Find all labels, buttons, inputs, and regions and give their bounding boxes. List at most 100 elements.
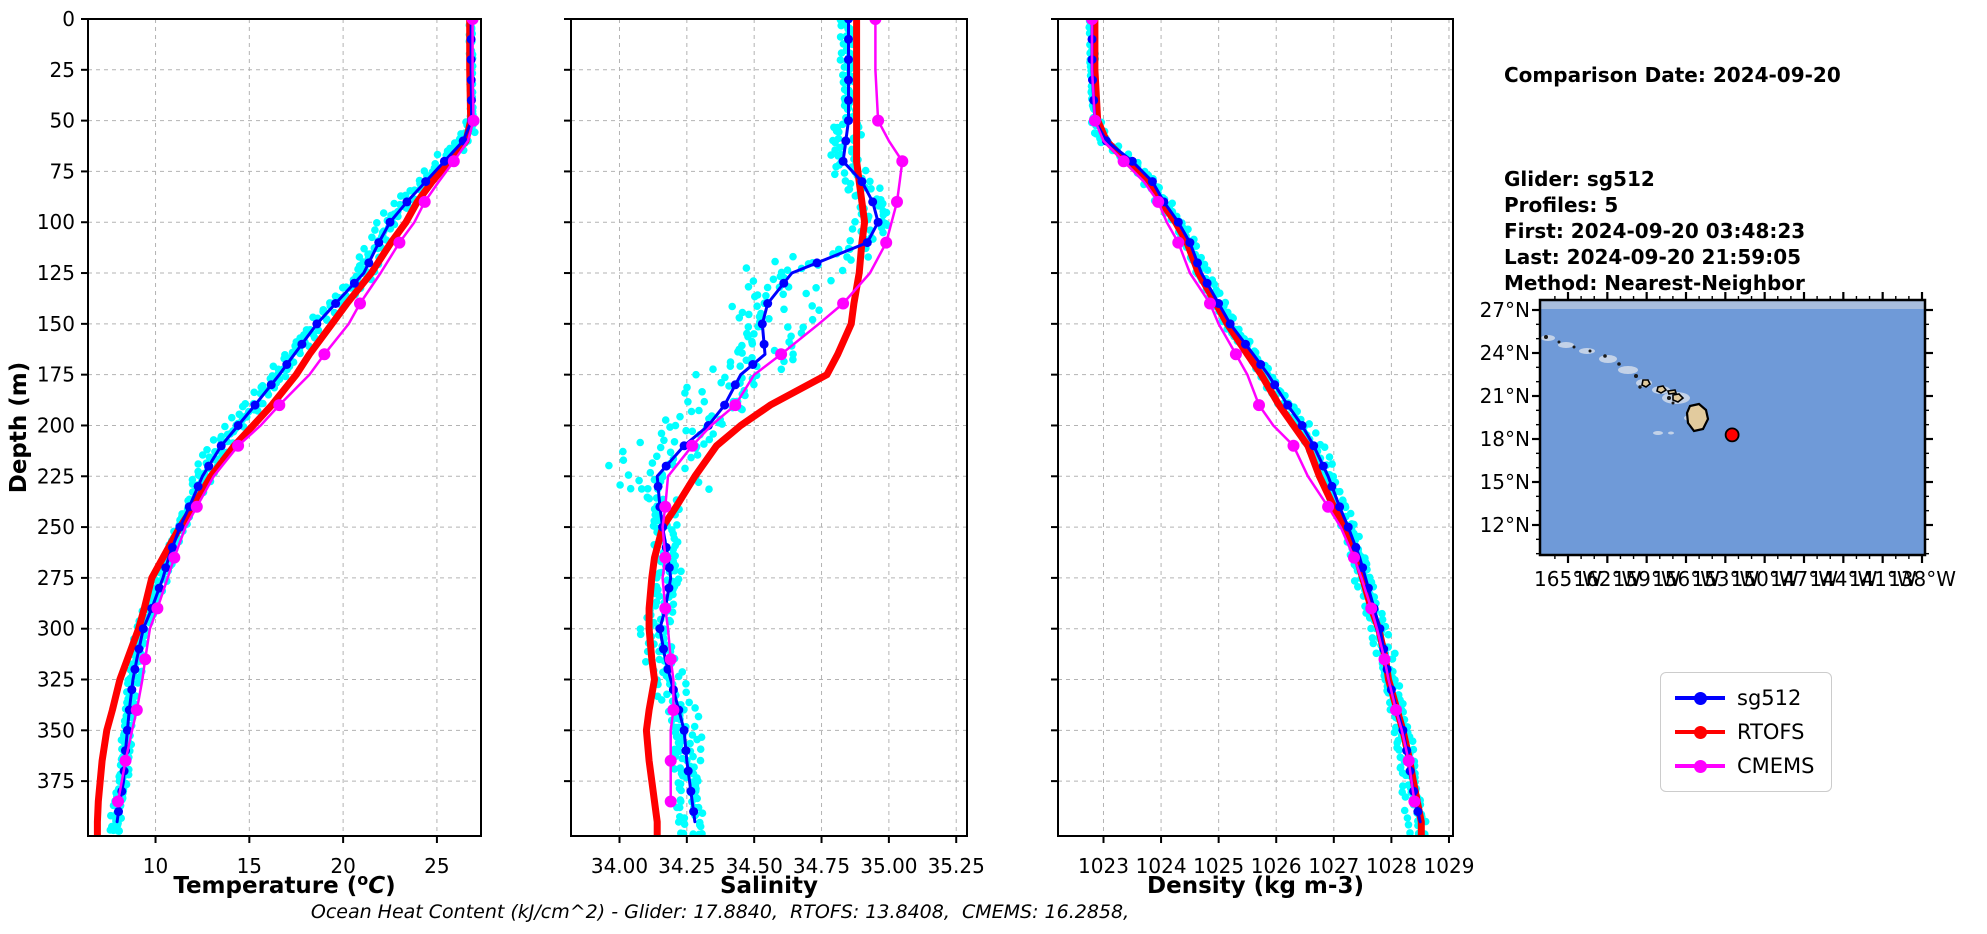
- x-tick-label: 34.00: [591, 854, 648, 878]
- lon-label: 138°W: [1888, 567, 1956, 591]
- island-maui: [1672, 393, 1685, 403]
- lon-label: 144°W: [1809, 567, 1878, 591]
- x-tick-labels: 34.00 34.25 34.50 34.75 35.00 35.25: [591, 854, 985, 878]
- legend-line-marker-icon: [1675, 691, 1725, 705]
- lon-label: 150°W: [1730, 567, 1799, 591]
- x-tick-label: 34.50: [726, 854, 783, 878]
- lon-label: 147°W: [1770, 567, 1838, 591]
- shelf-patch: [1668, 431, 1674, 435]
- glider-position-marker: [1724, 427, 1740, 443]
- lat-label: 27°N: [1479, 298, 1530, 322]
- hawaii-map: [1532, 292, 1933, 563]
- lat-label: 24°N: [1479, 341, 1530, 365]
- islet: [1572, 345, 1576, 349]
- info-line: Profiles: 5: [1504, 193, 1619, 217]
- legend: sg512 RTOFS CMEMS: [1660, 672, 1832, 792]
- x-tick-label: 1025: [1193, 854, 1244, 878]
- lon-label: 153°W: [1691, 567, 1760, 591]
- island-niihau: [1638, 385, 1642, 389]
- shelf-patch: [1541, 335, 1555, 341]
- islet: [1634, 374, 1638, 378]
- island-kahoolawe: [1671, 401, 1675, 405]
- depth-tick-label: 350: [37, 718, 75, 742]
- shelf-patch: [1653, 431, 1663, 435]
- legend-item-cmems: CMEMS: [1675, 749, 1831, 783]
- legend-label: CMEMS: [1737, 754, 1815, 778]
- shelf-patch: [1579, 348, 1595, 354]
- x-axis-label: Salinity: [720, 873, 818, 899]
- depth-tick-label: 175: [37, 363, 75, 387]
- depth-tick-label: 375: [37, 769, 75, 793]
- map-minor-ticks: [1536, 296, 1929, 559]
- island-hawaii-big-island: [1685, 402, 1710, 433]
- depth-tick-label: 225: [37, 464, 75, 488]
- legend-line-marker-icon: [1675, 725, 1725, 739]
- depth-tick-label: 300: [37, 617, 75, 641]
- depth-tick-label: 150: [37, 312, 75, 336]
- info-line: Method: Nearest-Neighbor: [1504, 271, 1805, 295]
- depth-axis-label: Depth (m): [6, 362, 32, 494]
- axis-ticks: [564, 18, 958, 843]
- ohc-caption: Ocean Heat Content (kJ/cm^2) - Glider: 1…: [310, 901, 1130, 923]
- axis-ticks: [81, 18, 438, 843]
- depth-tick-label: 125: [37, 261, 75, 285]
- info-lines: Glider: sg512 Profiles: 5 First: 2024-09-2…: [1504, 166, 1841, 296]
- islet: [1557, 340, 1561, 344]
- plot-salinity: 34.00 34.25 34.50 34.75 35.00 35.25 Salinity: [564, 18, 985, 899]
- info-line: Glider: sg512: [1504, 167, 1655, 191]
- north-band: [1540, 300, 1925, 309]
- shelf-patch: [1558, 342, 1574, 348]
- map-frame: [1538, 298, 1927, 557]
- depth-tick-labels: 0 25 50 75 100 125 150 175 200 225 250 275 300 325 350…: [37, 7, 75, 793]
- legend-label: RTOFS: [1737, 720, 1805, 744]
- depth-tick-label: 275: [37, 566, 75, 590]
- lon-label: 165°W: [1534, 567, 1602, 591]
- islet: [1588, 349, 1592, 353]
- x-tick-label: 34.75: [793, 854, 850, 878]
- x-tick-label: 1029: [1424, 854, 1475, 878]
- islet: [1603, 354, 1607, 358]
- depth-tick-label: 50: [50, 109, 75, 133]
- depth-tick-label: 325: [37, 668, 75, 692]
- depth-tick-label: 200: [37, 413, 75, 437]
- x-tick-label: 10: [143, 854, 168, 878]
- x-tick-label: 1023: [1078, 854, 1129, 878]
- info-panel: Comparison Date: 2024-09-20 Glider: sg51…: [1504, 10, 1841, 348]
- x-tick-label: 15: [237, 854, 262, 878]
- island-oahu: [1656, 385, 1668, 394]
- plot-frame: [1057, 18, 1454, 837]
- plot-frame: [570, 18, 968, 837]
- x-tick-label: 25: [424, 854, 449, 878]
- x-tick-labels: 1023 1024 1025 1026 1027 1028 1029: [1078, 854, 1474, 878]
- legend-line-marker-icon: [1675, 759, 1725, 773]
- lon-label: 162°W: [1573, 567, 1642, 591]
- legend-item-sg512: sg512: [1675, 681, 1831, 715]
- x-tick-labels: 10 15 20 25: [143, 854, 450, 878]
- cmems-series: [1086, 19, 1421, 808]
- island-molokai: [1666, 389, 1678, 395]
- depth-tick-label: 0: [62, 7, 75, 31]
- legend-item-rtofs: RTOFS: [1675, 715, 1831, 749]
- plot-area: [88, 19, 481, 836]
- lat-label: 12°N: [1479, 513, 1530, 537]
- depth-tick-label: 100: [37, 210, 75, 234]
- x-tick-label: 1026: [1251, 854, 1302, 878]
- islet: [1617, 362, 1621, 366]
- x-tick-label: 1027: [1308, 854, 1359, 878]
- lat-label: 18°N: [1479, 427, 1530, 451]
- lon-label: 156°W: [1652, 567, 1720, 591]
- x-axis-label: Density (kg m-3): [1147, 873, 1364, 899]
- island-kauai: [1641, 379, 1652, 388]
- lat-label: 21°N: [1479, 384, 1530, 408]
- cmems-series: [112, 19, 480, 808]
- ocean: [1540, 300, 1925, 555]
- x-tick-label: 35.25: [928, 854, 985, 878]
- info-line: First: 2024-09-20 03:48:23: [1504, 219, 1806, 243]
- x-tick-label: 1024: [1136, 854, 1187, 878]
- x-axis-label: Temperature (oC): [173, 870, 395, 899]
- plot-temperature: 10 15 20 2502550751001251501752002252502753…: [6, 7, 482, 899]
- map-canvas: [1532, 292, 1933, 563]
- islet: [1544, 335, 1548, 339]
